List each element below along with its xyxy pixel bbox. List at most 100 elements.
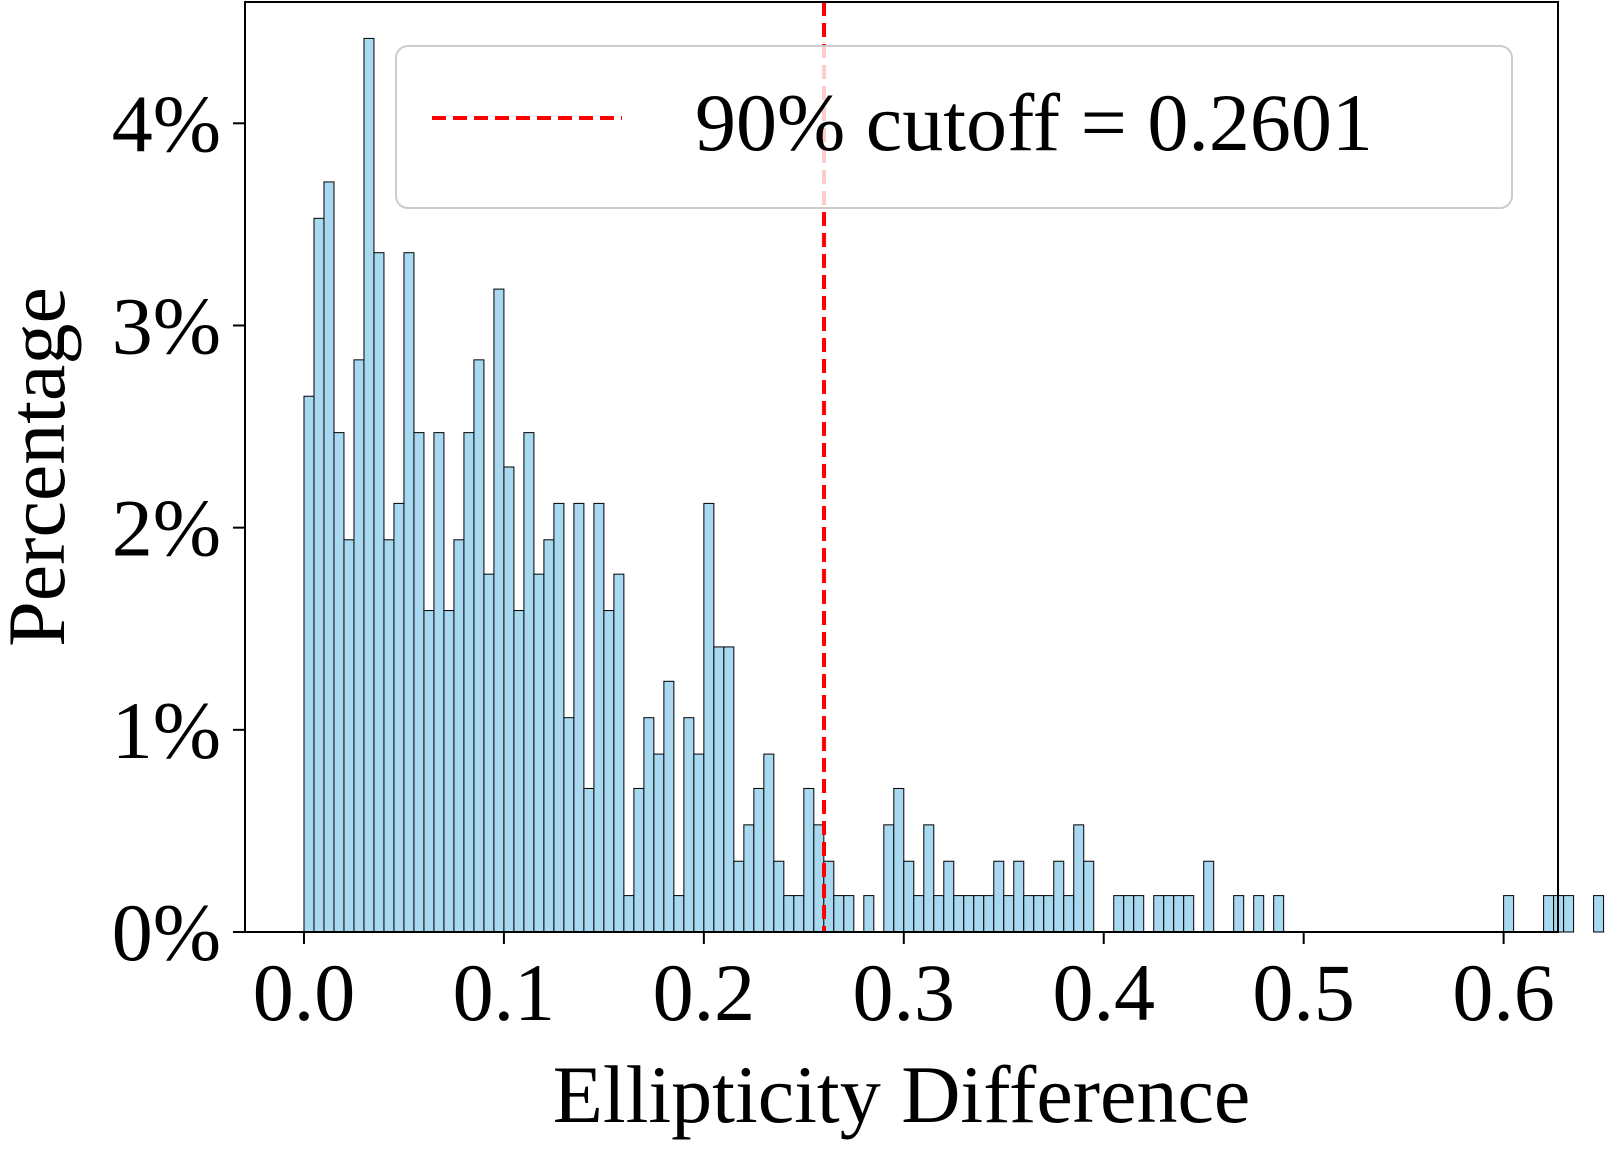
histogram-bar bbox=[1073, 824, 1085, 933]
histogram-bar bbox=[693, 753, 705, 933]
histogram-bar bbox=[553, 502, 565, 933]
y-axis-ticks: 0% 1% 2% 3% 4% bbox=[112, 78, 245, 978]
x-axis-label: Ellipticity Difference bbox=[553, 1049, 1250, 1140]
histogram-bar bbox=[983, 895, 995, 933]
x-tick-label: 0.1 bbox=[453, 947, 556, 1038]
histogram-bar bbox=[403, 252, 415, 933]
histogram-bar bbox=[443, 610, 455, 933]
histogram-bar bbox=[803, 787, 815, 933]
histogram-bar bbox=[1503, 895, 1515, 933]
histogram-bar bbox=[393, 502, 405, 933]
histogram-bar bbox=[1033, 895, 1045, 933]
histogram-bar bbox=[523, 432, 535, 933]
histogram-bar bbox=[973, 895, 985, 933]
histogram-bar bbox=[633, 787, 645, 933]
histogram-bar bbox=[1273, 895, 1285, 933]
x-tick-label: 0.5 bbox=[1252, 947, 1355, 1038]
y-tick-label: 3% bbox=[112, 280, 221, 371]
histogram-bar bbox=[863, 895, 875, 933]
histogram-bar bbox=[1233, 895, 1245, 933]
histogram-bar bbox=[1053, 860, 1065, 933]
histogram-bar bbox=[943, 860, 955, 933]
histogram-bar bbox=[1543, 895, 1555, 933]
histogram-bar bbox=[993, 860, 1005, 933]
histogram-bar bbox=[563, 717, 575, 933]
x-tick-label: 0.0 bbox=[253, 947, 356, 1038]
histogram-bar bbox=[1013, 860, 1025, 933]
histogram-bar bbox=[953, 895, 965, 933]
histogram-bar bbox=[323, 181, 335, 933]
histogram-bar bbox=[343, 539, 355, 933]
y-tick-label: 2% bbox=[112, 483, 221, 574]
histogram-bar bbox=[1203, 860, 1215, 933]
histogram-bar bbox=[653, 753, 665, 933]
histogram-bar bbox=[513, 610, 525, 933]
histogram-bar bbox=[1593, 895, 1605, 933]
legend: 90% cutoff = 0.2601 bbox=[395, 45, 1513, 209]
histogram-bar bbox=[723, 646, 735, 933]
histogram-bar bbox=[673, 895, 685, 933]
legend-cutoff-label: 90% cutoff = 0.2601 bbox=[695, 77, 1373, 168]
histogram-bar bbox=[773, 860, 785, 933]
histogram-bar bbox=[963, 895, 975, 933]
histogram-bar bbox=[493, 288, 505, 933]
histogram-bar bbox=[893, 787, 905, 933]
y-axis-label: Percentage bbox=[0, 287, 82, 647]
y-tick-label: 4% bbox=[112, 78, 221, 169]
histogram-bar bbox=[533, 573, 545, 933]
histogram-bar bbox=[923, 824, 935, 933]
histogram-bar bbox=[623, 895, 635, 933]
histogram-bar bbox=[903, 860, 915, 933]
x-tick-label: 0.6 bbox=[1452, 947, 1555, 1038]
x-axis-ticks: 0.0 0.1 0.2 0.3 0.4 0.5 0.6 bbox=[253, 932, 1555, 1038]
histogram-bar bbox=[363, 37, 375, 933]
histogram-bar bbox=[583, 787, 595, 933]
histogram-bar bbox=[433, 432, 445, 933]
histogram-bar bbox=[473, 359, 485, 933]
histogram-bar bbox=[743, 824, 755, 933]
histogram-bar bbox=[543, 539, 555, 933]
histogram-bar bbox=[353, 359, 365, 933]
histogram-bar bbox=[1123, 895, 1135, 933]
histogram-bar bbox=[1153, 895, 1165, 933]
histogram-bar bbox=[1253, 895, 1265, 933]
y-tick-label: 0% bbox=[112, 887, 221, 978]
histogram-bar bbox=[933, 895, 945, 933]
histogram-bar bbox=[303, 395, 315, 933]
histogram-bar bbox=[423, 610, 435, 933]
x-tick-label: 0.4 bbox=[1052, 947, 1155, 1038]
histogram-bar bbox=[663, 680, 675, 933]
histogram-bar bbox=[843, 895, 855, 933]
histogram-bar bbox=[753, 787, 765, 933]
histogram-bar bbox=[883, 824, 895, 933]
histogram-bar bbox=[683, 717, 695, 933]
histogram-bar bbox=[733, 860, 745, 933]
histogram-bar bbox=[413, 432, 425, 933]
x-tick-label: 0.2 bbox=[653, 947, 756, 1038]
histogram-bar bbox=[573, 502, 585, 933]
histogram-bar bbox=[793, 895, 805, 933]
plot-frame bbox=[244, 1, 1559, 933]
histogram-bar bbox=[833, 895, 845, 933]
histogram-bar bbox=[1163, 895, 1175, 933]
histogram-bar bbox=[763, 753, 775, 933]
histogram-bar bbox=[373, 252, 385, 933]
histogram-bar bbox=[1003, 895, 1015, 933]
histogram-bar bbox=[603, 610, 615, 933]
x-tick-label: 0.3 bbox=[853, 947, 956, 1038]
histogram-bar bbox=[913, 895, 925, 933]
histogram-bar bbox=[713, 646, 725, 933]
histogram-bar bbox=[613, 573, 625, 933]
legend-box bbox=[395, 45, 1513, 209]
histogram-bar bbox=[333, 432, 345, 933]
y-tick-label: 1% bbox=[112, 685, 221, 776]
histogram-bar bbox=[383, 539, 395, 933]
histogram-bar bbox=[1023, 895, 1035, 933]
bars-layer bbox=[303, 37, 1605, 933]
histogram-bar bbox=[463, 432, 475, 933]
histogram-bar bbox=[1563, 895, 1575, 933]
histogram-bar bbox=[1083, 860, 1095, 933]
histogram-bar bbox=[1133, 895, 1145, 933]
histogram-bar bbox=[1173, 895, 1185, 933]
